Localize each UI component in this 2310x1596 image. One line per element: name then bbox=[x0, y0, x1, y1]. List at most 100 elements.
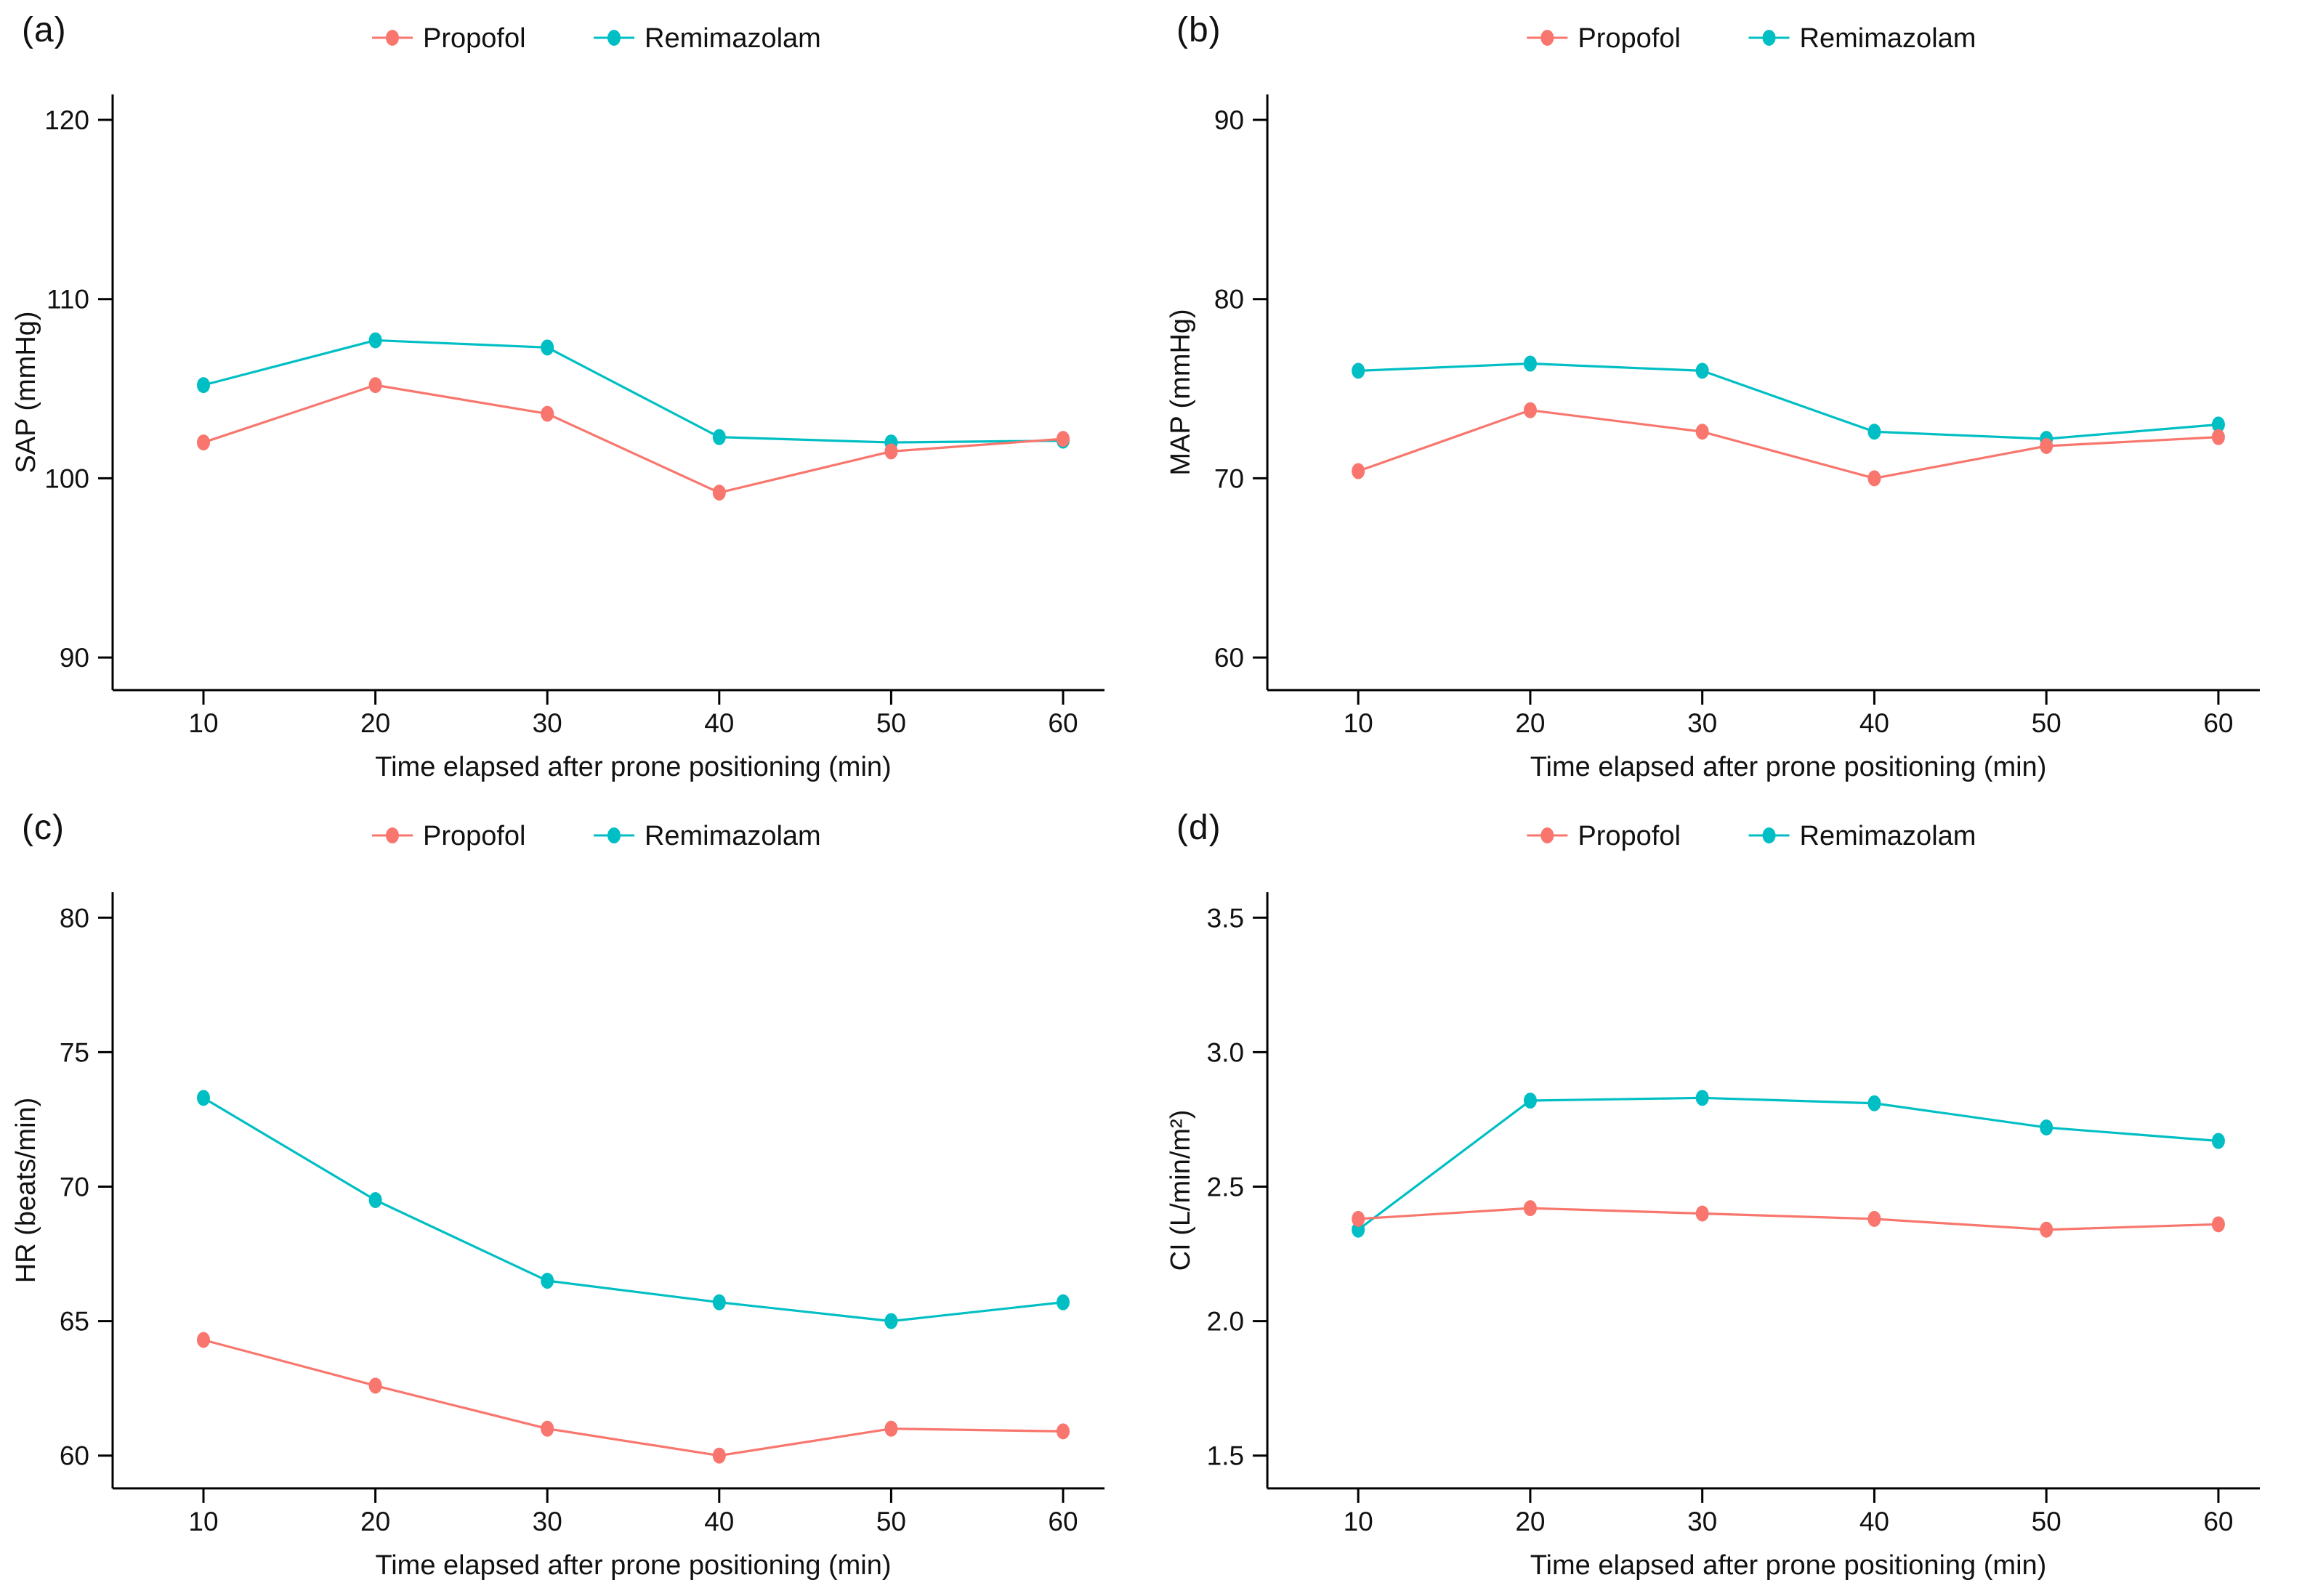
y-tick-label: 90 bbox=[60, 643, 89, 673]
x-axis-title: Time elapsed after prone positioning (mi… bbox=[375, 1550, 891, 1581]
data-point-remimazolam bbox=[2211, 1133, 2225, 1149]
data-point-propofol bbox=[197, 1332, 210, 1348]
x-tick-label: 60 bbox=[1048, 708, 1078, 738]
panel-b-chart: 60 70 80 90 10 20 30 40 50 60 Time elapsed after p… bbox=[1166, 23, 2260, 782]
data-point-propofol bbox=[2211, 429, 2225, 445]
x-tick-label: 60 bbox=[1048, 1507, 1078, 1536]
data-point-remimazolam bbox=[1867, 1095, 1881, 1111]
legend-key-marker bbox=[1762, 827, 1776, 844]
panel-d-letter: (d) bbox=[1176, 809, 1221, 847]
data-point-remimazolam bbox=[1523, 1093, 1537, 1109]
panel-b: (b) 60 70 80 90 10 20 30 40 50 60 Time elapsed aft… bbox=[1155, 0, 2310, 798]
data-point-remimazolam bbox=[1695, 1090, 1709, 1106]
series-line-remimazolam bbox=[1358, 362, 2219, 440]
series-line-remimazolam bbox=[1357, 1096, 2219, 1231]
x-tick-label: 10 bbox=[1344, 1506, 1373, 1536]
x-tick-label: 40 bbox=[1859, 1506, 1889, 1536]
x-tick-label: 10 bbox=[188, 708, 218, 738]
y-tick-label: 2.0 bbox=[1207, 1306, 1244, 1337]
data-point-remimazolam bbox=[1523, 355, 1537, 372]
series-line-propofol bbox=[1358, 1207, 2218, 1231]
legend-key-marker bbox=[607, 30, 621, 46]
data-point-propofol bbox=[1057, 431, 1070, 447]
x-tick-label: 20 bbox=[1515, 1506, 1545, 1536]
x-tick-label: 20 bbox=[360, 1507, 390, 1536]
legend-key-marker bbox=[386, 30, 399, 46]
y-axis-title: CI (L/min/m²) bbox=[1166, 1110, 1196, 1271]
y-tick-label: 120 bbox=[44, 105, 89, 135]
panel-b-letter: (b) bbox=[1176, 11, 1221, 49]
x-tick-label: 50 bbox=[876, 1507, 906, 1536]
data-point-propofol bbox=[541, 1420, 554, 1437]
legend-key-marker bbox=[1540, 30, 1554, 46]
data-point-propofol bbox=[1352, 463, 1365, 479]
data-point-remimazolam bbox=[1057, 1294, 1070, 1311]
legend-label-propofol: Propofol bbox=[1578, 821, 1681, 851]
x-tick-label: 50 bbox=[2032, 708, 2061, 738]
x-tick-label: 60 bbox=[2203, 708, 2233, 738]
data-point-propofol bbox=[1867, 1210, 1881, 1227]
x-tick-label: 30 bbox=[533, 708, 562, 738]
y-tick-label: 1.5 bbox=[1207, 1441, 1244, 1471]
x-axis-title: Time elapsed after prone positioning (mi… bbox=[1530, 752, 2047, 782]
y-tick-label: 3.0 bbox=[1207, 1037, 1244, 1067]
data-point-remimazolam bbox=[2211, 416, 2225, 433]
panel-a-letter: (a) bbox=[22, 11, 67, 49]
data-point-propofol bbox=[884, 443, 898, 460]
data-point-remimazolam bbox=[368, 332, 382, 349]
series-line-propofol bbox=[203, 1338, 1064, 1457]
panel-d: (d) 1.5 2.0 2.5 3.0 3.5 10 20 30 40 50 60 Time elap… bbox=[1155, 798, 2310, 1596]
x-tick-label: 10 bbox=[188, 1507, 218, 1536]
y-tick-label: 80 bbox=[60, 903, 89, 933]
x-tick-label: 10 bbox=[1344, 708, 1373, 738]
panel-a: (a) 90 100 110 120 10 20 30 40 50 60 Time elapsed … bbox=[0, 0, 1155, 798]
series-line-propofol bbox=[1357, 409, 2219, 480]
data-point-propofol bbox=[1523, 402, 1537, 418]
y-tick-label: 70 bbox=[60, 1172, 89, 1202]
y-tick-label: 65 bbox=[60, 1307, 89, 1337]
legend-key-marker bbox=[1762, 30, 1776, 46]
data-point-propofol bbox=[368, 377, 382, 394]
x-tick-label: 40 bbox=[1859, 708, 1889, 738]
legend-key-marker bbox=[1540, 827, 1554, 844]
panel-c-chart: 60 65 70 75 80 10 20 30 40 50 60 Time elapsed after… bbox=[11, 821, 1104, 1581]
data-point-remimazolam bbox=[197, 377, 210, 394]
series-line-remimazolam bbox=[203, 1096, 1064, 1323]
data-point-remimazolam bbox=[712, 429, 726, 445]
series-line-propofol bbox=[203, 384, 1064, 494]
x-tick-label: 60 bbox=[2203, 1506, 2233, 1536]
data-point-remimazolam bbox=[2040, 1119, 2053, 1136]
y-tick-label: 80 bbox=[1214, 285, 1244, 315]
y-tick-label: 60 bbox=[1214, 643, 1244, 673]
legend-key-marker bbox=[607, 827, 621, 844]
data-point-propofol bbox=[1352, 1210, 1365, 1227]
x-tick-label: 50 bbox=[876, 708, 906, 738]
legend-label-propofol: Propofol bbox=[423, 821, 525, 851]
x-axis-title: Time elapsed after prone positioning (mi… bbox=[1530, 1550, 2047, 1581]
x-tick-label: 30 bbox=[1687, 1506, 1717, 1536]
data-point-propofol bbox=[368, 1377, 382, 1394]
data-point-propofol bbox=[712, 485, 726, 501]
data-point-propofol bbox=[541, 405, 554, 422]
y-axis-title: HR (beats/min) bbox=[11, 1098, 41, 1284]
y-axis-title: SAP (mmHg) bbox=[11, 311, 41, 473]
panel-a-chart: 90 100 110 120 10 20 30 40 50 60 Time elapsed afte… bbox=[11, 23, 1104, 782]
data-point-propofol bbox=[197, 434, 210, 451]
y-axis-title: MAP (mmHg) bbox=[1166, 309, 1196, 475]
y-tick-label: 60 bbox=[60, 1441, 89, 1471]
data-point-propofol bbox=[2211, 1216, 2225, 1233]
x-axis-title: Time elapsed after prone positioning (mi… bbox=[375, 752, 891, 782]
y-tick-label: 100 bbox=[44, 463, 89, 493]
x-tick-label: 40 bbox=[704, 1507, 734, 1536]
data-point-remimazolam bbox=[1695, 362, 1709, 379]
panel-d-chart: 1.5 2.0 2.5 3.0 3.5 10 20 30 40 50 60 Time elapsed … bbox=[1166, 821, 2260, 1581]
data-point-propofol bbox=[884, 1420, 898, 1437]
series-line-remimazolam bbox=[203, 339, 1064, 444]
data-point-propofol bbox=[1867, 470, 1881, 487]
x-tick-label: 20 bbox=[1515, 708, 1545, 738]
legend-label-propofol: Propofol bbox=[1578, 23, 1681, 54]
data-point-propofol bbox=[2040, 438, 2053, 455]
legend-label-propofol: Propofol bbox=[423, 23, 526, 54]
data-point-propofol bbox=[1695, 1205, 1709, 1222]
